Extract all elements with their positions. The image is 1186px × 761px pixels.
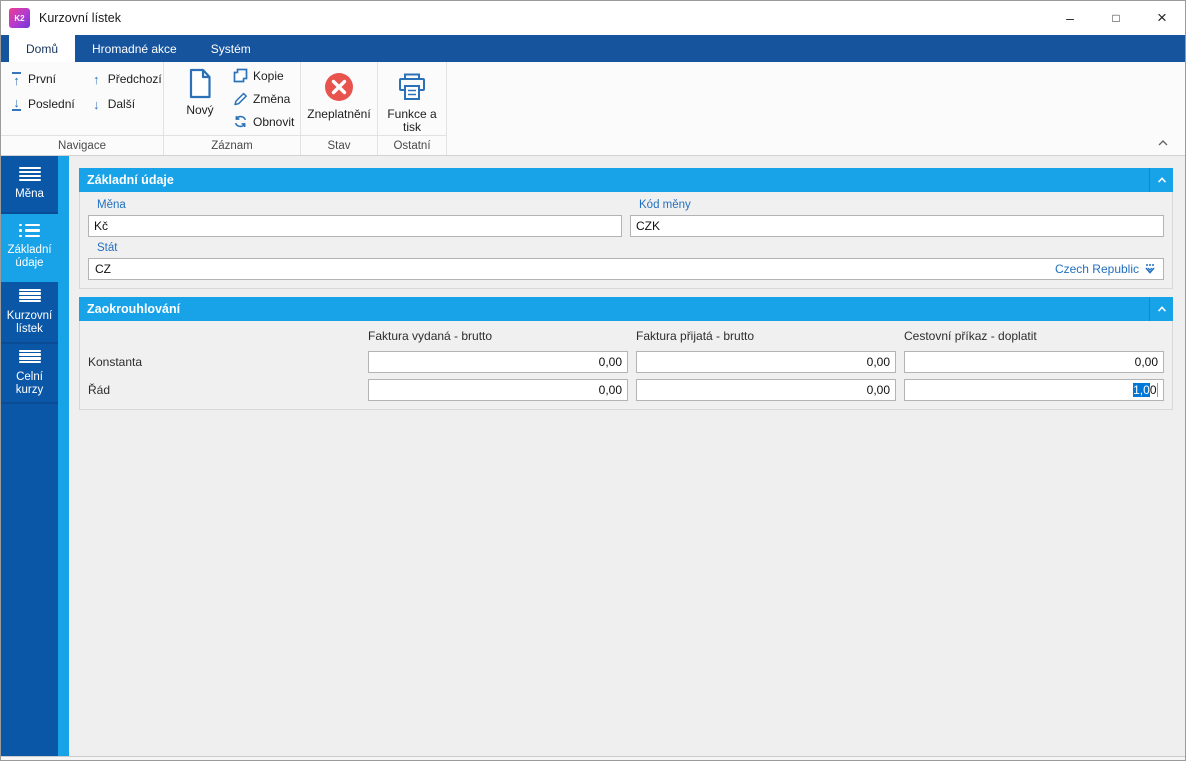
arrow-up-to-bar-icon: ↑: [12, 72, 21, 88]
chevron-up-icon: [1157, 306, 1166, 312]
ribbon-group-navigace: ↑ První ↓ Poslední ↑ Předchozí: [1, 62, 164, 155]
refresh-icon: [234, 115, 247, 128]
column-header-faktura-vydana: Faktura vydaná - brutto: [368, 329, 493, 343]
stat-value: CZ: [95, 262, 111, 276]
functions-print-button[interactable]: Funkce a tisk: [378, 62, 446, 135]
menu-lines-icon: [18, 288, 41, 303]
k2-app-icon: K2: [9, 8, 30, 28]
sidebar-accent-strip: [58, 156, 69, 756]
group-caption-zaznam: Záznam: [164, 135, 300, 155]
ribbon: ↑ První ↓ Poslední ↑ Předchozí: [1, 62, 1185, 156]
tab-hromadne-akce[interactable]: Hromadné akce: [92, 41, 177, 56]
sidebar-item-zakladni-udaje[interactable]: Základní údaje: [1, 214, 58, 282]
pencil-icon: [234, 92, 247, 106]
close-button[interactable]: ×: [1157, 8, 1167, 27]
panel-header-zakladni-udaje: Základní údaje: [79, 168, 1173, 192]
sidebar: Měna Základní údaje Kurzovní lístek Celn…: [1, 156, 58, 756]
sidebar-item-kurzovni-listek[interactable]: Kurzovní lístek: [1, 282, 58, 344]
konstanta-faktura-prijata-input[interactable]: [636, 351, 896, 373]
copy-button[interactable]: Kopie: [233, 66, 294, 85]
unselected-text: 0: [1149, 383, 1157, 397]
collapse-panel-button[interactable]: [1149, 297, 1173, 321]
konstanta-faktura-vydana-input[interactable]: [368, 351, 628, 373]
menu-lines-icon: [18, 349, 41, 364]
first-button[interactable]: ↑ První: [11, 71, 75, 87]
mena-input[interactable]: [88, 215, 622, 237]
ribbon-group-stav: Zneplatnění Stav: [301, 62, 378, 155]
column-header-cestovni-prikaz: Cestovní příkaz - doplatit: [904, 329, 1037, 343]
sidebar-item-mena[interactable]: Měna: [1, 156, 58, 214]
menu-lines-icon: [18, 167, 41, 181]
ribbon-group-ostatni: Funkce a tisk Ostatní: [378, 62, 447, 155]
selected-text: 1,0: [1133, 383, 1150, 397]
row-label-rad: Řád: [88, 383, 111, 397]
bulleted-list-icon: [19, 223, 40, 238]
refresh-button[interactable]: Obnovit: [233, 112, 294, 131]
sidebar-item-celni-kurzy[interactable]: Celní kurzy: [1, 344, 58, 404]
tab-system[interactable]: Systém: [210, 41, 251, 56]
mena-label: Měna: [97, 199, 126, 211]
panel-zakladni-udaje: Základní údaje Měna Kód mě: [79, 168, 1173, 289]
rad-faktura-prijata-input[interactable]: [636, 379, 896, 401]
rad-faktura-vydana-input[interactable]: [368, 379, 628, 401]
change-button[interactable]: Změna: [233, 89, 294, 108]
collapse-panel-button[interactable]: [1149, 168, 1173, 192]
window-bottom-edge: [1, 756, 1185, 760]
panel-title: Základní údaje: [87, 173, 174, 187]
ribbon-tabstrip: Domů Hromadné akce Systém: [1, 35, 1185, 62]
main-area: Měna Základní údaje Kurzovní lístek Celn…: [1, 156, 1185, 756]
title-bar: K2 Kurzovní lístek – □ ×: [1, 1, 1185, 35]
previous-button[interactable]: ↑ Předchozí: [91, 71, 162, 87]
arrow-up-icon: ↑: [92, 71, 100, 87]
ribbon-group-zaznam: Nový Kopie Změna: [164, 62, 301, 155]
kod-meny-label: Kód měny: [639, 199, 691, 211]
last-button[interactable]: ↓ Poslední: [11, 96, 75, 112]
collapse-ribbon-button[interactable]: [1155, 136, 1171, 150]
content-area: Základní údaje Měna Kód mě: [69, 156, 1185, 756]
stat-label: Stát: [97, 242, 118, 254]
stat-combo[interactable]: CZ Czech Republic: [88, 258, 1164, 280]
copy-icon: [233, 68, 248, 83]
group-caption-ostatni: Ostatní: [378, 135, 446, 155]
minimize-button[interactable]: –: [1066, 10, 1074, 26]
new-button[interactable]: Nový: [171, 62, 229, 135]
window-controls: – □ ×: [1047, 1, 1185, 35]
panel-header-zaokrouhlovani: Zaokrouhlování: [79, 297, 1173, 321]
document-icon: [189, 68, 211, 98]
panel-title: Zaokrouhlování: [87, 302, 181, 316]
red-cross-circle-icon: [325, 73, 353, 101]
next-button[interactable]: ↓ Další: [91, 96, 162, 112]
group-caption-stav: Stav: [301, 135, 377, 155]
window-title: Kurzovní lístek: [39, 11, 121, 25]
arrow-down-icon: ↓: [92, 96, 100, 112]
stat-display-text: Czech Republic: [1054, 262, 1139, 276]
lookup-dropdown-icon[interactable]: [1143, 263, 1157, 275]
chevron-up-icon: [1157, 177, 1166, 183]
column-header-empty: [88, 325, 360, 345]
invalidate-button[interactable]: Zneplatnění: [301, 62, 377, 135]
column-header-faktura-prijata: Faktura přijatá - brutto: [636, 329, 755, 343]
printer-icon: [399, 73, 425, 100]
panel-zaokrouhlovani: Zaokrouhlování Faktura vydaná - brutto F…: [79, 297, 1173, 410]
row-label-konstanta: Konstanta: [88, 355, 143, 369]
rad-cestovni-prikaz-input[interactable]: 1,0 0: [904, 379, 1164, 401]
konstanta-cestovni-prikaz-input[interactable]: [904, 351, 1164, 373]
kod-meny-input[interactable]: [630, 215, 1164, 237]
text-caret: [1156, 383, 1158, 397]
tab-domu[interactable]: Domů: [9, 35, 76, 62]
maximize-button[interactable]: □: [1112, 11, 1120, 25]
group-caption-navigace: Navigace: [1, 135, 163, 155]
chevron-up-icon: [1158, 140, 1168, 146]
arrow-down-to-bar-icon: ↓: [12, 95, 21, 111]
